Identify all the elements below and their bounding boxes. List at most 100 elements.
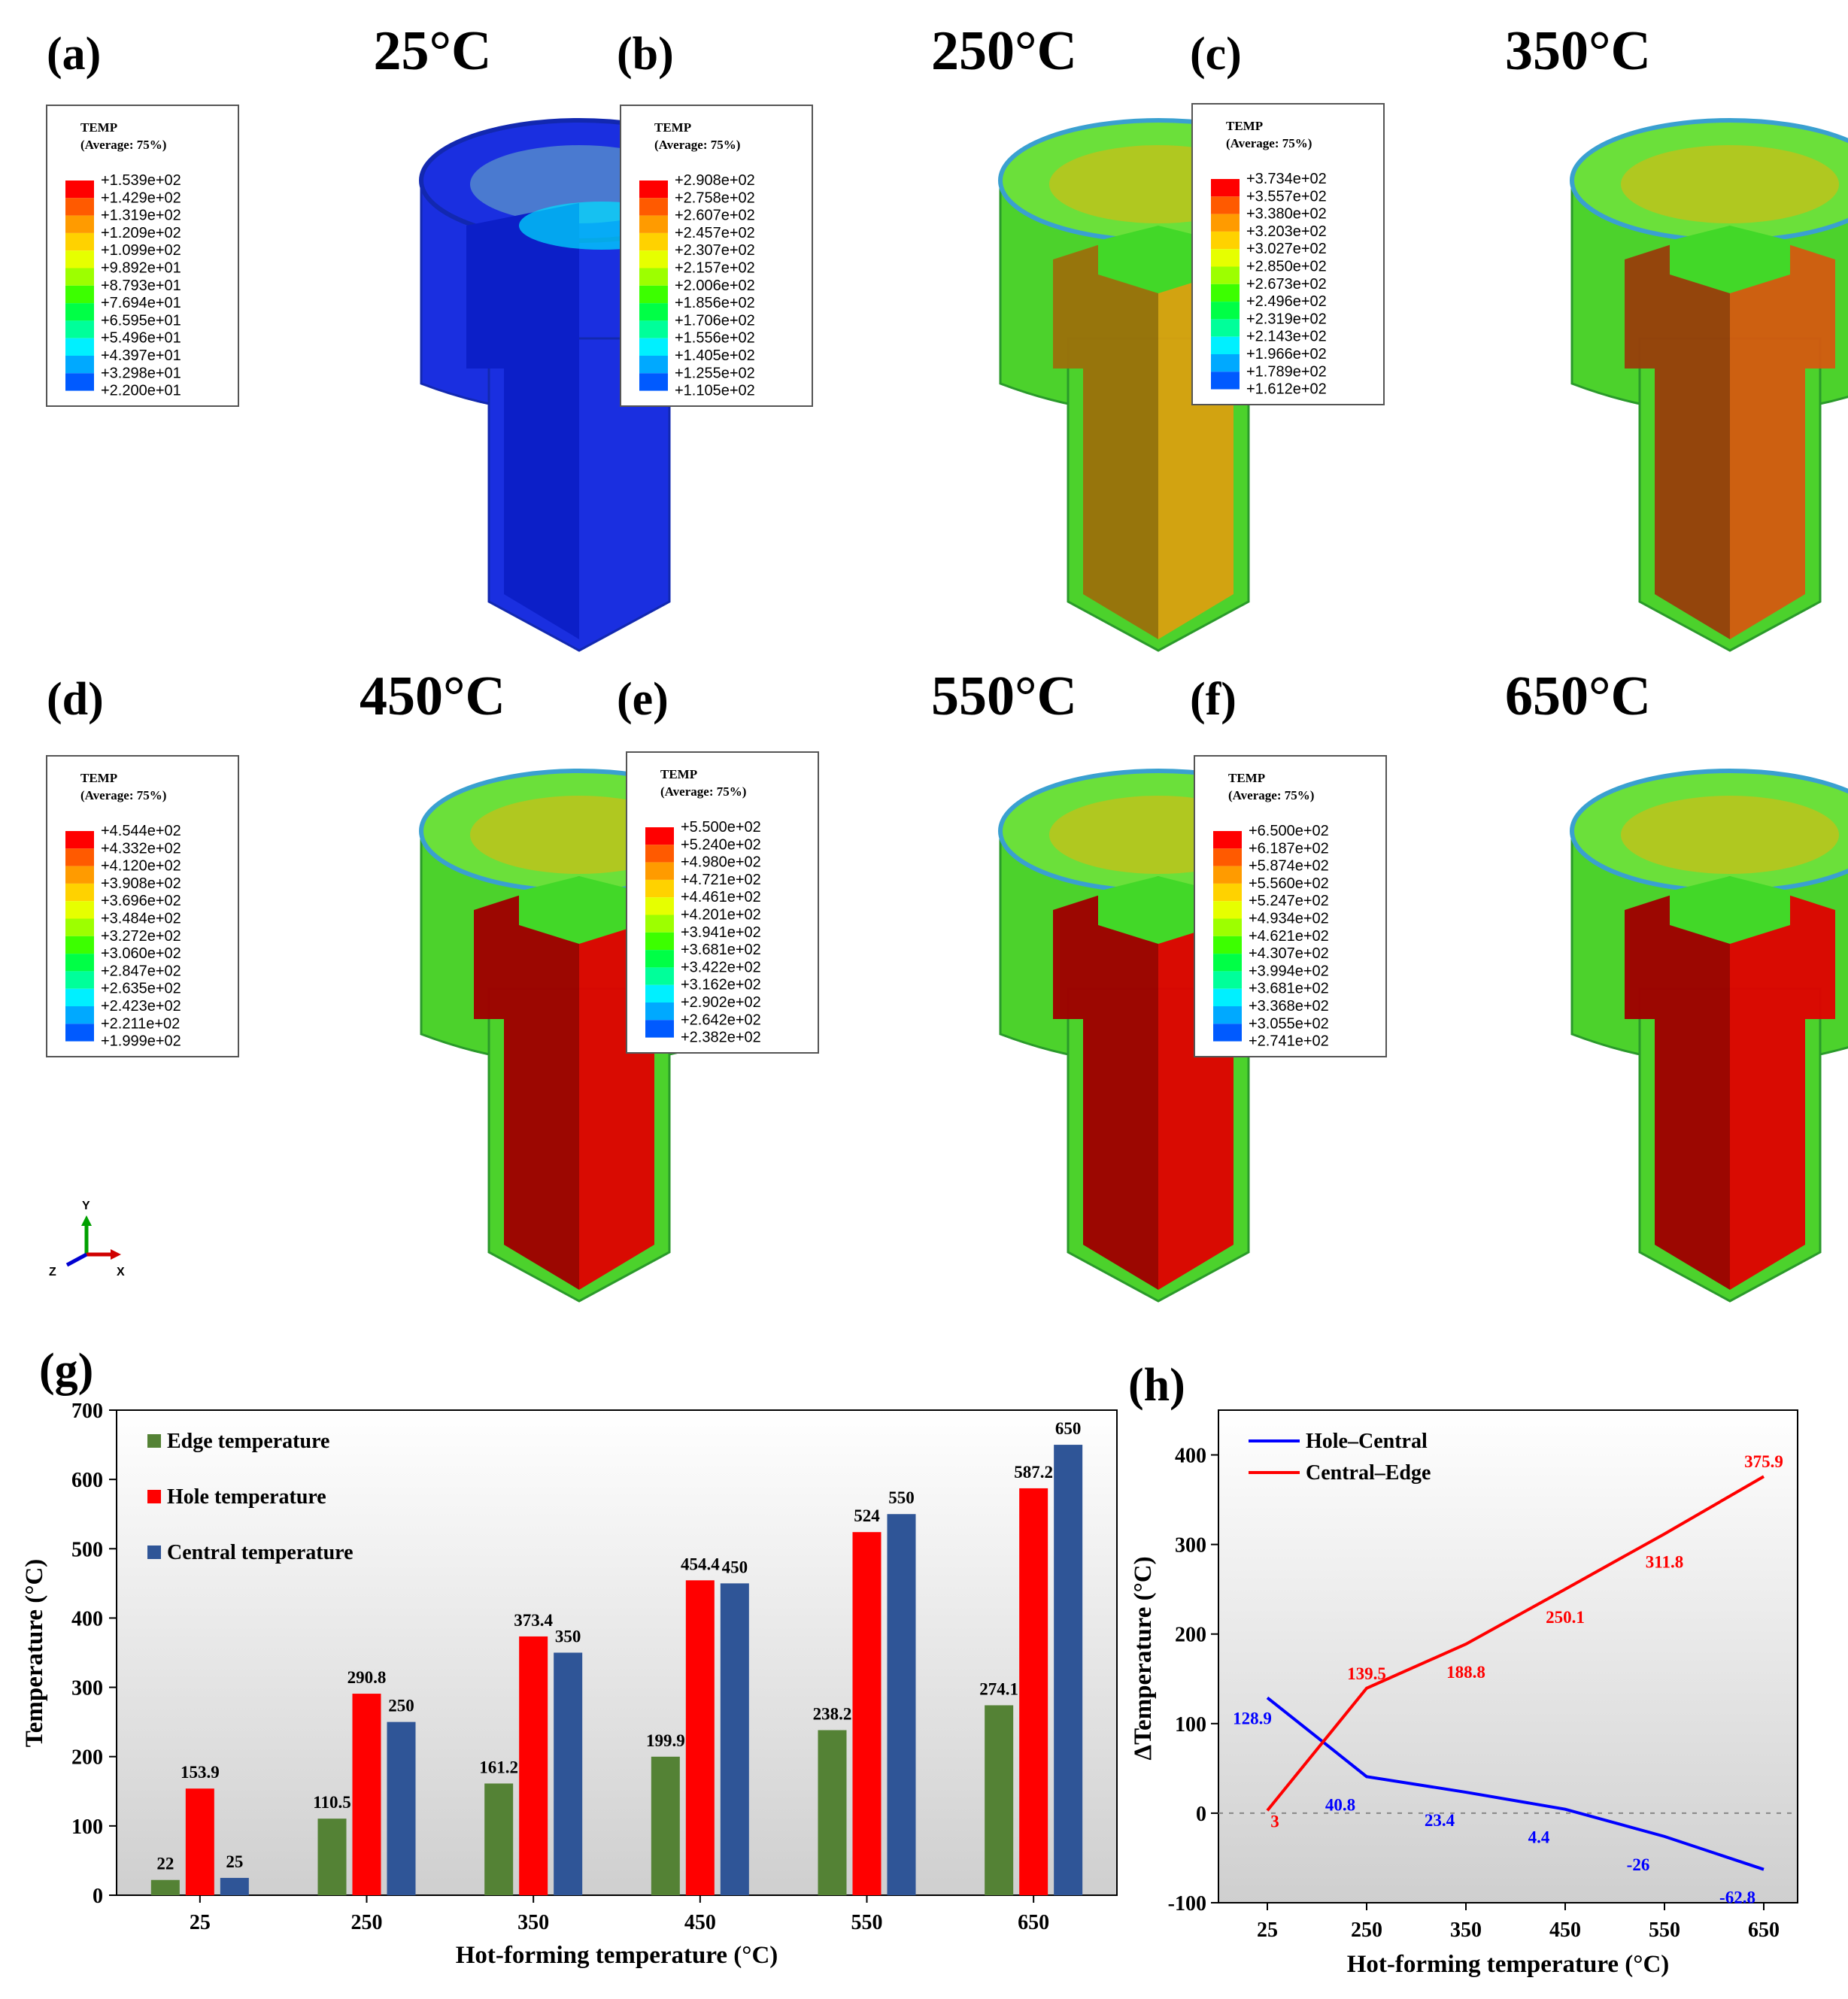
legend-swatch (1211, 214, 1240, 232)
legend-swatch (639, 373, 668, 391)
legend-value: +7.694e+01 (101, 295, 181, 311)
legend-swatch (65, 373, 94, 391)
y-tick-label: 200 (71, 1746, 103, 1770)
legend-value: +2.143e+02 (1246, 329, 1327, 345)
legend-value: +8.793e+01 (101, 278, 181, 294)
y-tick-label: -100 (1168, 1892, 1206, 1916)
legend-swatch (65, 831, 94, 849)
legend-swatch (65, 285, 94, 304)
legend-value: +1.405e+02 (675, 347, 755, 364)
bar (651, 1756, 680, 1895)
legend-value: +2.635e+02 (101, 981, 181, 997)
legend-value: +5.240e+02 (681, 836, 761, 853)
bar-data-label: 373.4 (514, 1611, 553, 1630)
panel-label: (e) (617, 674, 669, 725)
line-data-label: 188.8 (1446, 1663, 1485, 1682)
y-tick-label: 300 (71, 1677, 103, 1700)
legend-entry: Hole–Central (1306, 1430, 1428, 1453)
legend-value: +3.681e+02 (681, 942, 761, 958)
line-data-label: 375.9 (1744, 1452, 1783, 1471)
legend-swatch (65, 1024, 94, 1042)
legend-value: +3.484e+02 (101, 911, 181, 927)
bar (554, 1652, 583, 1895)
legend-swatch (645, 1003, 674, 1021)
legend-value: +4.544e+02 (101, 823, 181, 839)
legend-swatch (65, 303, 94, 321)
legend-swatch (65, 320, 94, 338)
legend-swatch (639, 320, 668, 338)
legend-value: +4.934e+02 (1249, 911, 1329, 927)
contour-legend: TEMP (Average: 75%) +1.539e+02+1.429e+02 +1… (46, 105, 239, 407)
bar (220, 1877, 249, 1895)
legend-value: +2.211e+02 (101, 1015, 180, 1032)
legend-swatch (1211, 319, 1240, 337)
line-data-label: 128.9 (1233, 1709, 1272, 1728)
triad-z-label: Z (49, 1266, 56, 1279)
legend-swatch (1211, 336, 1240, 354)
line-plot-area (1218, 1409, 1798, 1903)
legend-subtitle: (Average: 75%) (1226, 136, 1312, 150)
legend-swatch (1213, 936, 1242, 954)
legend-subtitle: (Average: 75%) (80, 138, 166, 152)
legend-value: +1.999e+02 (101, 1033, 181, 1050)
x-tick-label: 250 (1351, 1919, 1382, 1942)
legend-title: TEMP (654, 120, 691, 135)
x-tick-label: 25 (190, 1911, 211, 1934)
part-render (1570, 118, 1848, 652)
y-tick-label: 700 (71, 1400, 103, 1423)
fem-panel: (b) 250°C TEMP (Average: 75%) +2.908e+02+2.7… (617, 20, 1318, 652)
bar-data-label: 22 (156, 1855, 174, 1873)
triad-x-label: X (117, 1266, 125, 1279)
legend-value: +3.298e+01 (101, 365, 181, 381)
legend-swatch (1213, 831, 1242, 849)
legend-value: +2.902e+02 (681, 994, 761, 1011)
legend-swatch (639, 215, 668, 233)
y-tick-label: 500 (71, 1538, 103, 1561)
legend-value: +5.874e+02 (1249, 858, 1329, 875)
y-tick-label: 100 (71, 1815, 103, 1839)
line-y-axis-title: ΔTemperature (°C) (1130, 1556, 1157, 1760)
legend-swatch (1211, 231, 1240, 250)
bar (387, 1721, 416, 1895)
legend-value: +2.850e+02 (1246, 259, 1327, 275)
legend-swatch (147, 1490, 161, 1503)
bar-data-label: 550 (888, 1488, 915, 1507)
y-tick-label: 0 (1196, 1803, 1206, 1826)
bar-plot-area (116, 1409, 1118, 1896)
legend-value: +6.500e+02 (1249, 823, 1329, 839)
bar-data-label: 650 (1055, 1419, 1082, 1438)
legend-entry: Central temperature (167, 1541, 354, 1564)
legend-swatch (65, 215, 94, 233)
bar-data-label: 454.4 (681, 1555, 720, 1573)
x-tick-label: 25 (1257, 1919, 1278, 1942)
legend-entry: Central–Edge (1306, 1461, 1431, 1485)
panel-title: 550°C (931, 666, 1077, 727)
fem-panel: (d) 450°C TEMP (Average: 75%) +4.544e+02+4.3… (46, 666, 739, 1303)
line-data-label: 40.8 (1325, 1795, 1355, 1814)
legend-swatch (639, 285, 668, 304)
chart-g-panel-label: (g) (39, 1345, 93, 1396)
legend-value: +2.673e+02 (1246, 276, 1327, 293)
cavity-bottom (1670, 226, 1790, 293)
legend-value: +1.966e+02 (1246, 346, 1327, 362)
legend-swatch (65, 268, 94, 286)
legend-value: +1.429e+02 (101, 190, 181, 206)
cut-section-shade (1625, 876, 1730, 1290)
legend-value: +3.368e+02 (1249, 998, 1329, 1015)
line-data-label: -62.8 (1719, 1888, 1755, 1907)
legend-title: TEMP (80, 120, 117, 135)
legend-swatch (65, 988, 94, 1006)
bar (852, 1532, 882, 1895)
legend-swatch (645, 897, 674, 915)
legend-value: +2.319e+02 (1246, 311, 1327, 327)
legend-swatch (1211, 302, 1240, 320)
bar-data-label: 25 (226, 1852, 243, 1871)
legend-swatch (1211, 284, 1240, 302)
legend-swatch (65, 971, 94, 989)
legend-value: +2.157e+02 (675, 260, 755, 277)
legend-swatch (639, 250, 668, 268)
legend-title: TEMP (80, 771, 117, 785)
legend-swatch (645, 827, 674, 845)
bar-data-label: 199.9 (646, 1731, 685, 1750)
bar (317, 1819, 347, 1895)
